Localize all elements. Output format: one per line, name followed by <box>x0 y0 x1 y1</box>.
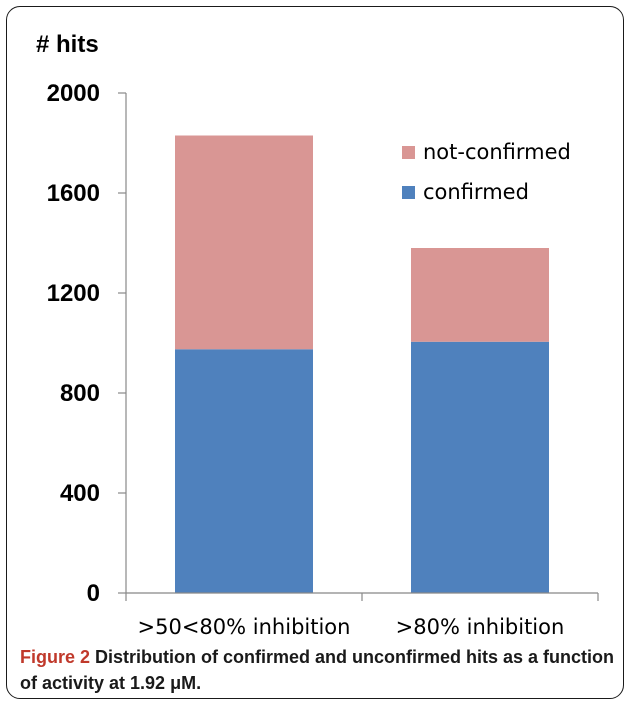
legend-label-confirmed: confirmed <box>423 180 529 204</box>
x-axis-ticks: >50<80% inhibition >80% inhibition <box>138 615 565 639</box>
axes <box>125 93 599 601</box>
bar-confirmed-1 <box>411 341 549 593</box>
bar-not-confirmed-1 <box>411 248 549 342</box>
y-tick-label: 2000 <box>47 80 100 107</box>
y-axis-ticks: 0 400 800 1200 1600 2000 <box>47 80 126 607</box>
x-tick-label: >50<80% inhibition <box>138 615 351 639</box>
x-tick-label: >80% inhibition <box>396 615 565 639</box>
y-tick-label: 1200 <box>47 280 100 307</box>
figure-caption: Figure 2 Distribution of confirmed and u… <box>20 644 620 696</box>
caption-text: Distribution of confirmed and unconfirme… <box>20 647 615 693</box>
bar-not-confirmed-0 <box>175 135 313 350</box>
y-tick-label: 400 <box>60 480 100 507</box>
legend-swatch-not-confirmed <box>402 146 415 159</box>
figure-frame <box>6 6 624 699</box>
y-tick-label: 0 <box>87 580 100 607</box>
legend: not-confirmed confirmed <box>402 140 571 204</box>
bar-confirmed-0 <box>175 349 313 593</box>
y-tick-label: 800 <box>60 380 100 407</box>
legend-label-not-confirmed: not-confirmed <box>423 140 571 164</box>
bars <box>175 135 549 593</box>
y-axis-title: # hits <box>36 31 99 58</box>
caption-lead: Figure 2 <box>20 647 91 667</box>
stacked-bar-chart: # hits 0 400 800 1200 1600 2000 >50<80% inhib… <box>36 31 599 639</box>
legend-swatch-confirmed <box>402 186 415 199</box>
y-tick-label: 1600 <box>47 180 100 207</box>
